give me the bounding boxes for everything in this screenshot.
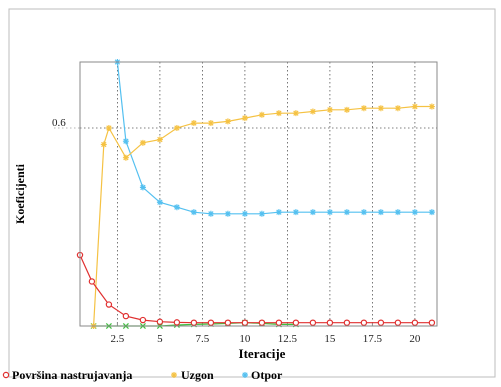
series-0-point bbox=[394, 319, 402, 326]
series-2-point bbox=[173, 204, 180, 211]
series-2-point bbox=[394, 209, 401, 216]
series-0-point bbox=[88, 278, 96, 285]
series-0-point bbox=[224, 319, 232, 326]
legend-marker-1 bbox=[171, 372, 177, 378]
series-0-point bbox=[156, 318, 164, 325]
series-1-point bbox=[139, 139, 146, 146]
series-1-point bbox=[394, 105, 401, 112]
series-0-point bbox=[292, 319, 300, 326]
series-2-point bbox=[411, 209, 418, 216]
series-2-point bbox=[241, 210, 248, 217]
series-0-point bbox=[241, 319, 249, 326]
series-2-point bbox=[139, 184, 146, 191]
y-tick-label: 0.6 bbox=[52, 117, 66, 129]
grid-lines bbox=[54, 62, 437, 326]
plot-border bbox=[79, 61, 438, 327]
series-1-point bbox=[173, 125, 180, 131]
series-2-point bbox=[343, 209, 350, 216]
series-1-point bbox=[190, 120, 197, 127]
x-axis-label: Iteracije bbox=[239, 346, 286, 361]
series-0-point bbox=[122, 312, 130, 320]
x-tick-label: 7.5 bbox=[196, 333, 210, 345]
series-0-point bbox=[190, 319, 198, 326]
series-1-point bbox=[292, 110, 299, 117]
series-2-point bbox=[326, 209, 333, 216]
series-0-point bbox=[326, 319, 334, 326]
x-tick-label: 5 bbox=[157, 333, 163, 345]
series-1-point bbox=[100, 141, 107, 148]
series-1-point bbox=[207, 120, 214, 127]
legend-marker-0 bbox=[2, 371, 10, 379]
legend-label-2: Otpor bbox=[251, 368, 283, 382]
x-tick-label: 10 bbox=[239, 333, 251, 345]
series-1-point bbox=[105, 125, 112, 131]
series-0-point bbox=[139, 316, 147, 324]
series-1-point bbox=[122, 154, 129, 161]
plot-area bbox=[79, 61, 438, 327]
series-1-point bbox=[241, 115, 248, 122]
series-1-point bbox=[224, 118, 231, 125]
x-tick-label: 17.5 bbox=[363, 333, 383, 345]
series-0-point bbox=[258, 319, 266, 326]
series-0-point bbox=[411, 319, 419, 326]
series-2-point bbox=[122, 138, 129, 145]
legend-marker-2 bbox=[242, 372, 248, 378]
x-tick-label: 20 bbox=[409, 333, 421, 345]
series-0-point bbox=[309, 319, 317, 326]
series-0-point bbox=[377, 319, 385, 326]
series-0-point bbox=[343, 319, 351, 326]
series-0-point bbox=[360, 319, 368, 326]
series-1-point bbox=[275, 110, 282, 117]
series-2-point bbox=[207, 210, 214, 217]
x-tick-label: 15 bbox=[324, 333, 336, 345]
y-axis-label: Koeficijenti bbox=[13, 163, 27, 224]
series-2-point bbox=[190, 209, 197, 216]
series-2-point bbox=[377, 209, 384, 216]
series-0-point bbox=[275, 319, 283, 326]
series-0-point bbox=[105, 301, 113, 308]
series-line-1 bbox=[93, 105, 432, 327]
series-2-point bbox=[224, 210, 231, 217]
legend-label-0: Površina nastrujavanja bbox=[12, 368, 132, 382]
series-2-point bbox=[275, 209, 282, 216]
x-tick-label: 2.5 bbox=[111, 333, 125, 345]
series-0-point bbox=[173, 319, 181, 326]
series-2-point bbox=[258, 210, 265, 217]
series-2-point bbox=[428, 209, 435, 216]
series-1-point bbox=[258, 111, 265, 118]
series-0-point bbox=[428, 319, 436, 326]
x-tick-label: 12.5 bbox=[278, 333, 298, 345]
series-2-point bbox=[309, 209, 316, 216]
legend: Površina nastrujavanja Uzgon Otpor bbox=[2, 368, 283, 382]
series-1-point bbox=[360, 105, 367, 112]
series-2-point bbox=[292, 209, 299, 216]
series-2-point bbox=[156, 199, 163, 206]
series-2-point bbox=[360, 209, 367, 216]
series-1-point bbox=[343, 106, 350, 113]
series-1-point bbox=[156, 136, 163, 143]
series-1-point bbox=[309, 108, 316, 115]
series-line-0 bbox=[79, 254, 432, 324]
legend-label-1: Uzgon bbox=[181, 368, 214, 382]
series-1-point bbox=[428, 103, 435, 110]
series-1-point bbox=[326, 106, 333, 113]
tick-labels: 2.5 5 7.5 10 12.5 15 17.5 20 0.6 bbox=[52, 117, 421, 345]
series-1-point bbox=[377, 105, 384, 112]
series-1-point bbox=[411, 103, 418, 110]
series-0-point bbox=[207, 319, 215, 326]
